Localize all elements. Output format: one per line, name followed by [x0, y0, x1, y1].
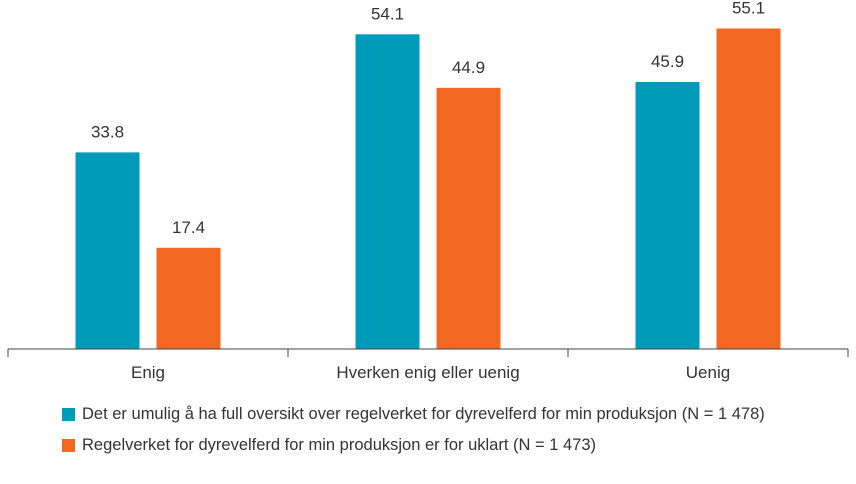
- category-label: Uenig: [686, 363, 730, 382]
- bar-series-1-uenig: [635, 82, 700, 349]
- category-label: Hverken enig eller uenig: [336, 363, 519, 382]
- bar-series-2-enig: [156, 247, 221, 349]
- legend: Det er umulig å ha full oversikt over re…: [62, 402, 832, 464]
- bar-chart: 33.8 17.4 54.1 44.9 45.9 55.1 Enig Hverken eni…: [7, 0, 849, 382]
- legend-swatch-series-1: [62, 408, 75, 421]
- value-label: 33.8: [91, 122, 124, 141]
- bar-series-1-hverken-enig-eller-uenig: [355, 34, 420, 350]
- value-label: 54.1: [371, 4, 404, 23]
- bar-series-1-enig: [75, 152, 140, 349]
- bars-group: [75, 28, 781, 350]
- legend-swatch-series-2: [62, 439, 75, 452]
- x-axis-ticks-group: [7, 349, 849, 357]
- legend-label-series-2: Regelverket for dyrevelferd for min prod…: [82, 436, 597, 454]
- value-label: 44.9: [452, 58, 485, 77]
- category-label: Enig: [131, 363, 165, 382]
- category-labels-group: Enig Hverken enig eller uenig Uenig: [131, 363, 730, 382]
- value-label: 55.1: [732, 0, 765, 18]
- value-label: 17.4: [172, 218, 205, 237]
- legend-label-series-1: Det er umulig å ha full oversikt over re…: [82, 405, 765, 423]
- bar-series-2-hverken-enig-eller-uenig: [436, 87, 501, 349]
- legend-item-series-1: Det er umulig å ha full oversikt over re…: [62, 402, 832, 427]
- value-label: 45.9: [651, 52, 684, 71]
- value-labels-group: 33.8 17.4 54.1 44.9 45.9 55.1: [91, 0, 765, 237]
- bar-series-2-uenig: [716, 28, 781, 349]
- legend-item-series-2: Regelverket for dyrevelferd for min prod…: [62, 433, 832, 458]
